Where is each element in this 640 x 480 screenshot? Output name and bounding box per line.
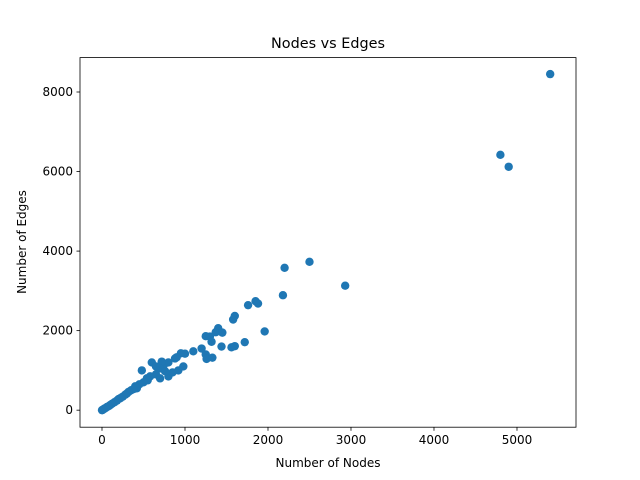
point (340, 281, 350, 290)
point (218, 328, 227, 337)
point (496, 150, 505, 160)
point (278, 291, 288, 300)
point (545, 69, 555, 79)
y-tick-label: 0 (65, 403, 73, 417)
x-tick-label: 4000 (419, 433, 450, 447)
point (211, 328, 220, 337)
point (137, 366, 147, 375)
point (197, 344, 206, 353)
point (260, 327, 269, 336)
point (280, 263, 289, 272)
y-tick-label: 6000 (42, 165, 73, 179)
point (305, 257, 314, 267)
point (240, 337, 249, 347)
point (143, 376, 152, 385)
point (243, 300, 253, 310)
point (99, 404, 108, 414)
point (172, 353, 181, 362)
x-tick-label: 0 (98, 433, 106, 447)
x-tick-label: 2000 (253, 433, 284, 447)
point (217, 342, 226, 351)
point (160, 367, 170, 376)
point (157, 357, 166, 366)
x-tick-label: 5000 (502, 433, 533, 447)
y-tick-label: 8000 (42, 85, 73, 99)
y-axis-label: Number of Edges (15, 190, 29, 294)
chart-title: Nodes vs Edges (271, 36, 385, 52)
point (208, 353, 217, 362)
x-axis-label: Number of Nodes (276, 456, 381, 470)
point (228, 315, 238, 324)
point (253, 299, 263, 308)
point (151, 362, 161, 371)
point (207, 337, 216, 346)
y-tick-label: 4000 (42, 244, 73, 258)
plot-frame (79, 57, 577, 428)
y-tick-label: 2000 (42, 324, 73, 338)
point (168, 368, 177, 377)
point (227, 343, 236, 352)
point (189, 347, 198, 356)
point (155, 374, 165, 383)
point (504, 162, 513, 171)
x-tick-label: 3000 (336, 433, 367, 447)
x-tick-label: 1000 (170, 433, 201, 447)
